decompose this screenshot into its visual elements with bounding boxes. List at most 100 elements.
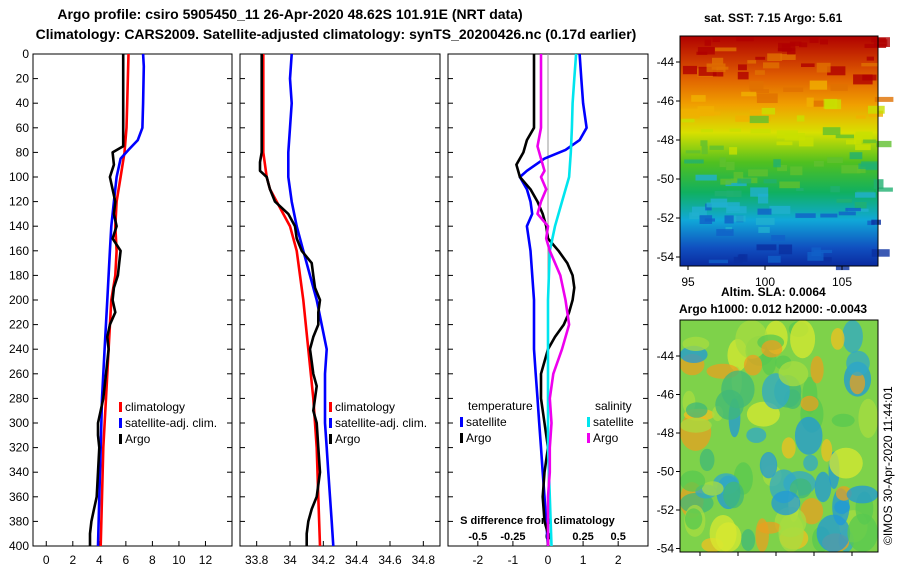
sla-map-eddy — [682, 336, 710, 351]
sla-map-eddy — [842, 320, 863, 353]
difference-xtick-label: 2 — [615, 553, 622, 567]
sst-map-texture — [747, 60, 757, 64]
sst-map-texture — [871, 219, 881, 225]
sla-map-eddy — [803, 454, 818, 472]
sst-map-texture — [733, 171, 744, 182]
sst-map-texture — [716, 229, 734, 236]
sst-map-texture — [836, 198, 852, 203]
salinity-difference-tick: 0.5 — [611, 531, 626, 543]
difference-legend-label: Argo — [466, 431, 492, 445]
sst-map-texture — [757, 193, 769, 204]
sst-map-texture — [725, 180, 747, 187]
sst-map-texture — [876, 140, 892, 148]
sst-map-texture — [757, 208, 772, 215]
sla-map-eddy — [831, 413, 855, 427]
sst-map-texture — [820, 39, 828, 45]
sst-map-texture — [841, 165, 861, 174]
sst-map-texture — [729, 147, 738, 155]
depth-tick-label: 320 — [9, 441, 29, 455]
sst-map-texture — [706, 202, 728, 208]
depth-tick-label: 100 — [9, 170, 29, 184]
sst-map-texture — [737, 71, 749, 80]
sst-map-texture — [750, 187, 769, 197]
sst-map-texture — [771, 235, 786, 241]
figure-title-line1: Argo profile: csiro 5905450_11 26-Apr-20… — [57, 6, 523, 22]
sst-map-texture — [749, 81, 764, 91]
difference-legend-swatch — [460, 433, 463, 443]
difference-legend-swatch — [587, 417, 590, 427]
sst-map-texture — [799, 42, 808, 48]
sla-map-eddy — [680, 417, 712, 433]
sla-map-eddy — [702, 481, 724, 496]
sst-map-texture — [835, 134, 854, 139]
temperature-series-satellite-adj-clim- — [96, 53, 146, 547]
sst-map-texture — [735, 115, 753, 122]
sst-map-texture — [783, 87, 804, 92]
sst-map-texture — [692, 206, 707, 216]
sst-map-texture — [780, 54, 796, 60]
difference-legend-temperature-title: temperature — [468, 399, 533, 413]
temperature-xtick-label: 12 — [199, 553, 213, 567]
difference-panel: -2 -1 0 1 2 S difference from climatology -0.5… — [447, 53, 649, 567]
sla-map-frame — [679, 319, 879, 553]
sst-map-texture — [750, 89, 769, 93]
difference-series-salinity-argo — [536, 54, 571, 546]
temperature-legend-swatch — [119, 402, 122, 412]
sst-map-texture — [806, 97, 814, 107]
sst-map-texture — [711, 66, 729, 70]
sst-map-texture — [822, 127, 841, 136]
sla-map-eddy — [821, 439, 833, 462]
sst-map-texture — [867, 220, 875, 226]
salinity-difference-label: S difference from climatology — [460, 515, 616, 527]
sst-map-texture — [816, 62, 831, 73]
sla-map-eddy — [759, 452, 778, 479]
sla-map-eddy — [829, 447, 863, 479]
sla-map-eddy — [830, 328, 845, 350]
depth-tick-label: 300 — [9, 416, 29, 430]
temperature-xtick-label: 10 — [172, 553, 186, 567]
salinity-legend-label: satellite-adj. clim. — [335, 416, 427, 430]
depth-tick-label: 400 — [9, 539, 29, 553]
difference-xtick-label: -2 — [472, 553, 483, 567]
difference-xtick-label: 0 — [545, 553, 552, 567]
sla-map-eddy — [816, 514, 851, 552]
temperature-xtick-label: 8 — [149, 553, 156, 567]
sst-map-texture — [855, 144, 871, 151]
difference-legend-label: satellite — [466, 415, 507, 429]
sla-map-eddy — [800, 395, 819, 412]
sst-lat-label: -48 — [657, 133, 675, 147]
sst-map-texture — [708, 259, 728, 264]
depth-tick-label: 200 — [9, 293, 29, 307]
depth-tick-label: 160 — [9, 244, 29, 258]
sst-lat-label: -52 — [657, 211, 675, 225]
sla-map-eddy — [814, 471, 832, 503]
sla-map-eddy — [778, 513, 804, 552]
salinity-difference-tick: 0.25 — [572, 531, 593, 543]
sla-map-eddy — [699, 448, 715, 472]
sst-map-texture — [727, 202, 740, 212]
depth-tick-label: 340 — [9, 465, 29, 479]
difference-series-salinity-satellite — [546, 53, 578, 547]
depth-tick-label: 80 — [16, 145, 30, 159]
sst-map-texture — [763, 62, 780, 69]
sst-map-texture — [709, 145, 724, 150]
temperature-panel: 0 2 4 6 8 10 12 climatology satellite-adj. clim.… — [32, 53, 233, 567]
depth-tick-label: 360 — [9, 490, 29, 504]
salinity-xtick-label: 34.2 — [312, 553, 336, 567]
sst-map-texture — [729, 215, 746, 222]
difference-legend-label: satellite — [593, 415, 634, 429]
sst-map-texture — [700, 129, 713, 133]
sst-map-texture — [684, 159, 704, 164]
sst-map-texture — [855, 131, 873, 141]
temperature-frame — [32, 53, 233, 547]
sst-map-texture — [845, 207, 861, 212]
temperature-legend-label: climatology — [125, 400, 185, 414]
sla-lat-label: -48 — [657, 426, 675, 440]
sst-map-texture — [820, 213, 838, 218]
difference-xtick-label: 1 — [580, 553, 587, 567]
sst-map-texture — [741, 91, 757, 97]
sst-map-texture — [813, 161, 824, 167]
credit-text: ©IMOS 30-Apr-2020 11:44:01 — [881, 386, 895, 545]
salinity-xtick-label: 34.4 — [345, 553, 369, 567]
sst-map-texture — [796, 188, 804, 191]
